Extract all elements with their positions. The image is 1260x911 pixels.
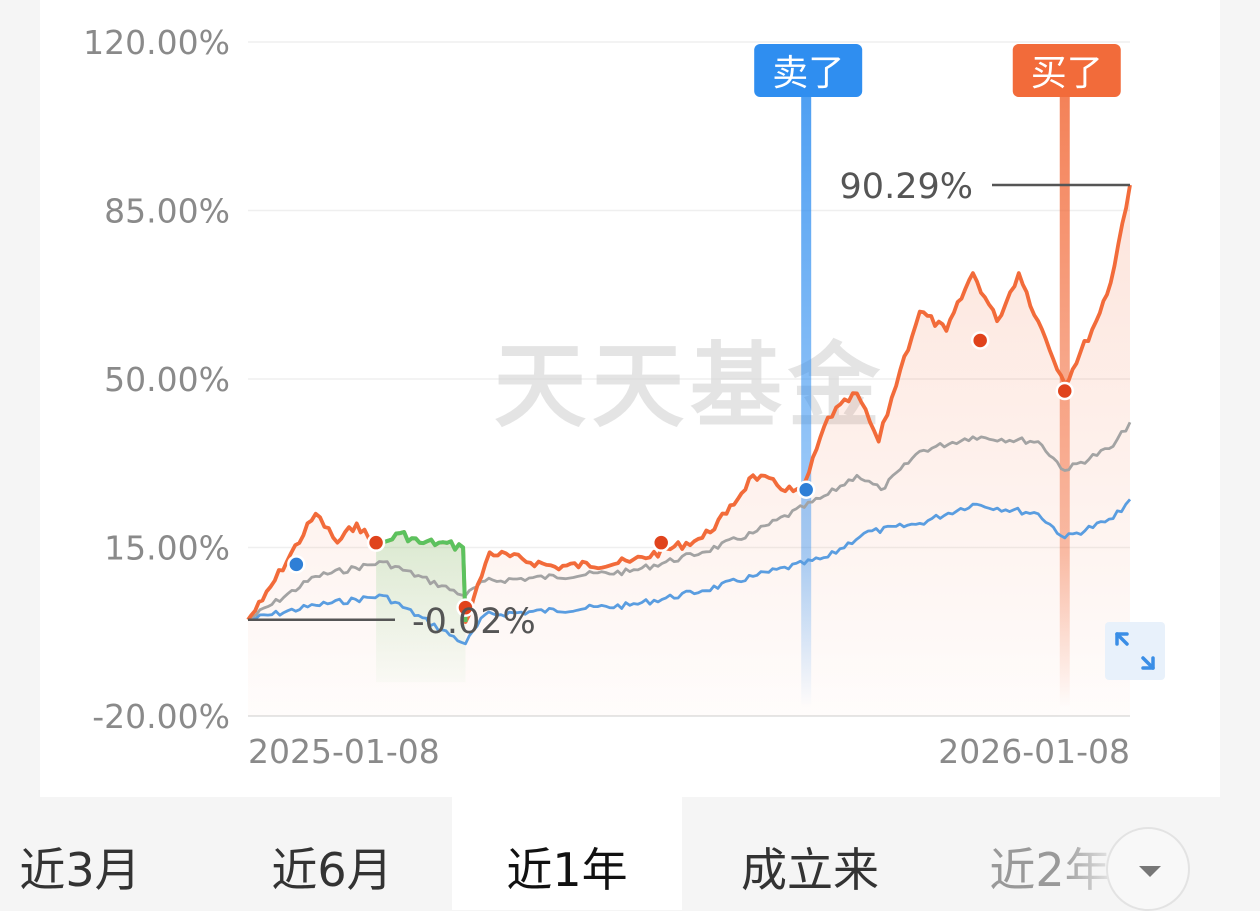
- y-tick-label: -20.00%: [92, 697, 230, 736]
- series-line-fund-drawdown: [374, 530, 468, 623]
- fund-area-fill: [248, 185, 1130, 716]
- expand-button[interactable]: [1105, 622, 1165, 680]
- trade-point: [287, 555, 306, 574]
- drawdown-area-fill: [376, 532, 466, 683]
- marker-tag-label: 卖了: [772, 53, 844, 94]
- marker-tag: [754, 44, 863, 97]
- chevron-down-icon: [1139, 866, 1161, 877]
- tab-3-months[interactable]: 近3月: [19, 843, 141, 897]
- return-chart: 天天基金 卖了 买了 90.29% -0.02% 120.00% 85.00% 50.0…: [83, 23, 1132, 771]
- trade-point: [970, 331, 990, 350]
- trade-point: [651, 533, 671, 552]
- tab-1-year[interactable]: 近1年: [452, 797, 682, 910]
- series-line-benchmark: [247, 421, 1132, 621]
- expand-icon: [1115, 632, 1155, 670]
- tab-6-months[interactable]: 近6月: [271, 843, 393, 897]
- x-tick-label: 2026-01-08: [938, 732, 1130, 771]
- marker-line: [801, 92, 812, 707]
- trade-point: [796, 480, 816, 499]
- trade-point: [456, 598, 475, 617]
- marker-tag: [1012, 44, 1121, 97]
- annotation-label: 90.29%: [840, 167, 973, 207]
- y-tick-label: 15.00%: [104, 529, 230, 568]
- y-tick-label: 50.00%: [104, 360, 230, 399]
- watermark: 天天基金: [494, 332, 886, 440]
- tab-since-inception[interactable]: 成立来: [741, 843, 879, 897]
- more-periods-button[interactable]: [1106, 827, 1190, 911]
- x-tick-label: 2025-01-08: [248, 732, 440, 771]
- marker-tag-label: 买了: [1031, 53, 1103, 94]
- period-tabs: 近3月 近6月 近1年 成立来 近2年: [0, 797, 1260, 911]
- series-line-index: [247, 498, 1132, 646]
- trade-point: [366, 533, 386, 552]
- y-tick-label: 85.00%: [104, 192, 230, 231]
- trade-point: [1055, 381, 1075, 401]
- y-tick-label: 120.00%: [83, 23, 230, 62]
- annotation-label: -0.02%: [412, 602, 536, 642]
